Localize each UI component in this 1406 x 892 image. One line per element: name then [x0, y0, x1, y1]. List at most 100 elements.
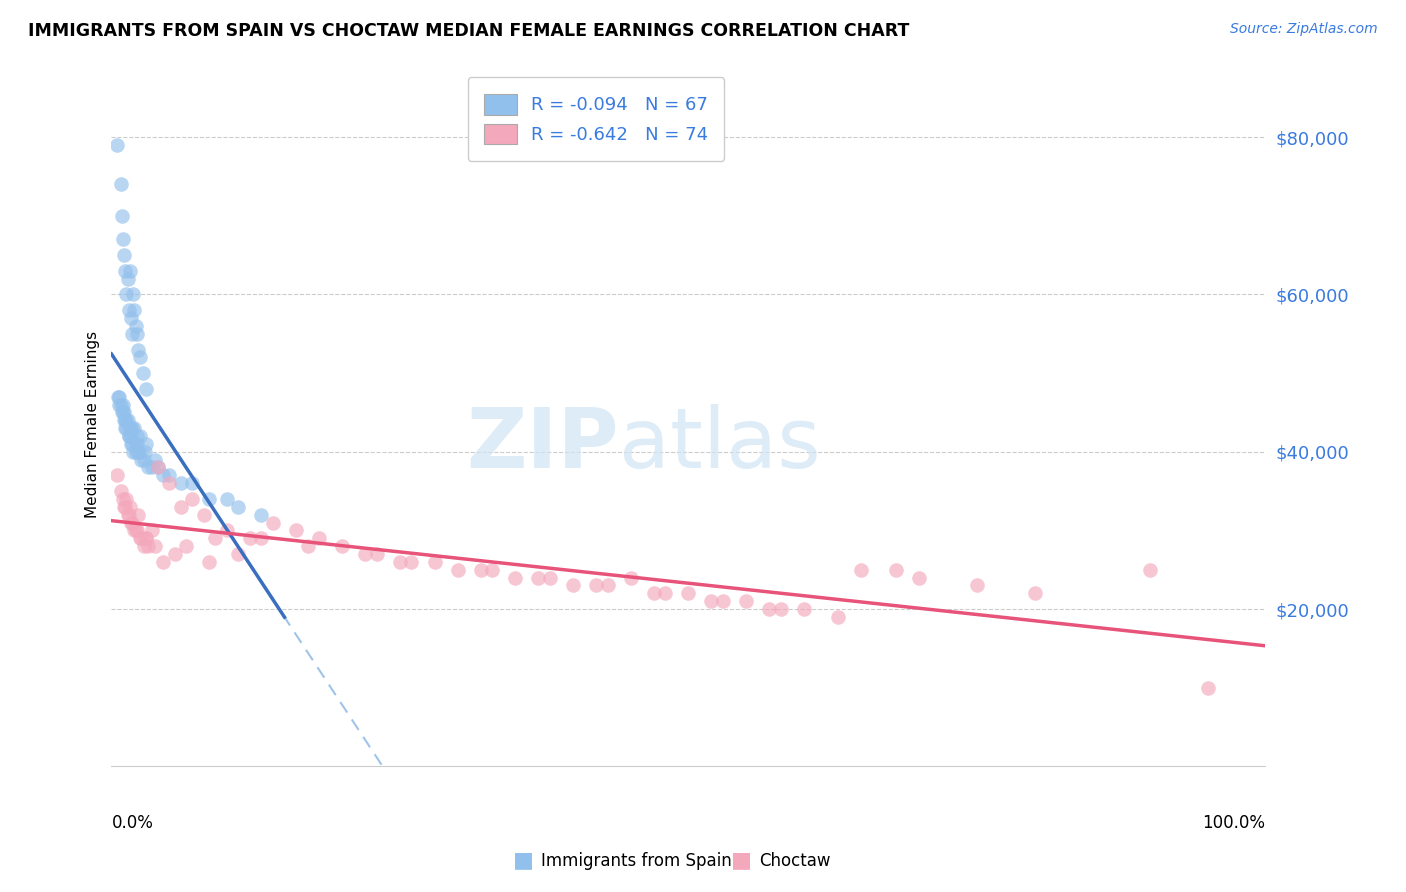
Point: [285, 524, 308, 538]
Point: [562, 578, 585, 592]
Point: [297, 539, 319, 553]
Point: [135, 531, 157, 545]
Point: [596, 578, 619, 592]
Point: [117, 508, 139, 522]
Point: [181, 491, 204, 506]
Point: [152, 468, 174, 483]
Point: [114, 421, 136, 435]
Text: Immigrants from Spain: Immigrants from Spain: [541, 852, 733, 870]
Point: [654, 586, 676, 600]
Point: [121, 516, 143, 530]
Point: [1197, 681, 1219, 695]
Point: [366, 547, 388, 561]
Point: [124, 437, 146, 451]
Point: [127, 444, 149, 458]
Point: [120, 429, 142, 443]
Point: [124, 303, 146, 318]
Point: [115, 287, 138, 301]
Point: [181, 476, 204, 491]
Point: [110, 178, 132, 192]
Point: [470, 563, 492, 577]
Point: [228, 547, 250, 561]
Point: [111, 232, 134, 246]
Point: [105, 468, 128, 483]
Point: [134, 444, 156, 458]
Point: [112, 248, 135, 262]
Point: [851, 563, 873, 577]
Point: [239, 531, 262, 545]
Text: 0.0%: 0.0%: [111, 814, 153, 832]
Point: [678, 586, 700, 600]
Point: [138, 539, 160, 553]
Y-axis label: Median Female Earnings: Median Female Earnings: [86, 331, 100, 517]
Point: [124, 524, 146, 538]
Point: [127, 343, 149, 357]
Point: [118, 429, 141, 443]
Point: [423, 555, 446, 569]
Point: [198, 555, 221, 569]
Point: [118, 421, 141, 435]
Point: [107, 390, 129, 404]
Point: [120, 437, 142, 451]
Point: [110, 484, 132, 499]
Point: [262, 516, 284, 530]
Point: [908, 571, 931, 585]
Point: [124, 444, 146, 458]
Point: [118, 303, 141, 318]
Point: [250, 508, 273, 522]
Text: ■: ■: [731, 850, 752, 870]
Point: [481, 563, 503, 577]
Point: [122, 444, 145, 458]
Point: [127, 508, 149, 522]
Point: [198, 491, 221, 506]
Point: [141, 524, 163, 538]
Point: [118, 429, 141, 443]
Point: [124, 524, 146, 538]
Point: [108, 390, 131, 404]
Point: [114, 264, 136, 278]
Point: [121, 437, 143, 451]
Point: [117, 272, 139, 286]
Text: Choctaw: Choctaw: [759, 852, 831, 870]
Point: [120, 311, 142, 326]
Point: [1139, 563, 1161, 577]
Point: [758, 602, 780, 616]
Point: [503, 571, 526, 585]
Legend: R = -0.094   N = 67, R = -0.642   N = 74: R = -0.094 N = 67, R = -0.642 N = 74: [468, 78, 724, 161]
Point: [131, 452, 153, 467]
Point: [122, 287, 145, 301]
Point: [111, 491, 134, 506]
Point: [143, 539, 166, 553]
Point: [700, 594, 723, 608]
Point: [110, 398, 132, 412]
Point: [125, 437, 148, 451]
Point: [204, 531, 226, 545]
Point: [769, 602, 792, 616]
Point: [143, 452, 166, 467]
Point: [527, 571, 550, 585]
Point: [112, 500, 135, 514]
Point: [131, 531, 153, 545]
Point: [308, 531, 330, 545]
Point: [112, 413, 135, 427]
Point: [250, 531, 273, 545]
Point: [193, 508, 215, 522]
Point: [401, 555, 423, 569]
Point: [735, 594, 758, 608]
Point: [146, 460, 169, 475]
Point: [135, 382, 157, 396]
Point: [120, 516, 142, 530]
Point: [228, 500, 250, 514]
Point: [118, 264, 141, 278]
Text: ZIP: ZIP: [467, 404, 619, 485]
Point: [585, 578, 607, 592]
Point: [215, 524, 238, 538]
Point: [129, 531, 152, 545]
Point: [125, 429, 148, 443]
Point: [643, 586, 665, 600]
Point: [108, 398, 131, 412]
Point: [215, 491, 238, 506]
Point: [446, 563, 468, 577]
Point: [121, 326, 143, 341]
Point: [146, 460, 169, 475]
